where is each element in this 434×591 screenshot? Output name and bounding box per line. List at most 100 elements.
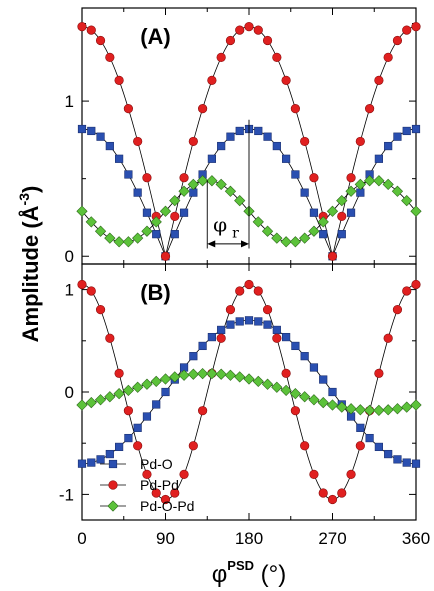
data-point-pd-o-pd xyxy=(187,178,199,190)
data-point-pd-pd xyxy=(383,52,393,62)
data-point-pd-o xyxy=(393,455,402,464)
data-point-pd-o xyxy=(254,317,263,326)
data-point-pd-pd xyxy=(170,211,180,221)
data-point-pd-pd xyxy=(216,333,226,343)
data-point-pd-pd xyxy=(225,35,236,46)
data-point-pd-pd xyxy=(77,279,87,290)
data-point-pd-o xyxy=(235,317,244,326)
data-point-pd-o-pd xyxy=(363,404,376,416)
data-point-pd-pd xyxy=(318,488,328,498)
data-point-pd-pd xyxy=(123,104,133,114)
data-point-pd-o xyxy=(96,455,105,464)
data-point-pd-o xyxy=(124,433,133,443)
data-point-pd-o-pd xyxy=(113,387,125,400)
data-point-pd-pd xyxy=(365,104,375,114)
data-point-pd-o xyxy=(282,332,291,342)
data-point-pd-o-pd xyxy=(85,396,97,409)
data-point-pd-o xyxy=(87,126,96,136)
data-point-pd-o xyxy=(282,154,291,163)
data-point-pd-o xyxy=(300,352,309,361)
data-point-pd-o xyxy=(263,132,272,141)
data-point-pd-o xyxy=(411,459,421,468)
phase-arrow-head-left xyxy=(207,240,216,248)
data-point-pd-o xyxy=(272,141,281,151)
data-point-pd-o-pd xyxy=(132,232,144,244)
data-point-pd-o-pd xyxy=(85,216,97,228)
data-point-pd-o-pd xyxy=(326,399,339,411)
data-point-pd-o xyxy=(291,170,300,179)
data-point-pd-o-pd xyxy=(150,375,162,388)
data-point-pd-o-pd xyxy=(308,394,320,406)
data-point-pd-o-pd xyxy=(76,205,88,217)
axes-text: Amplitude (Å-3)φPSD (°) xyxy=(16,186,286,588)
data-point-pd-o-pd xyxy=(122,384,135,397)
y-tick-label: 1 xyxy=(65,92,74,111)
legend-label: Pd-O-Pd xyxy=(140,498,194,514)
y-tick-label: 0 xyxy=(65,383,74,402)
data-point-pd-o xyxy=(402,458,411,467)
x-tick-label: 180 xyxy=(235,529,263,548)
x-tick-label: 270 xyxy=(318,529,346,548)
data-point-pd-o xyxy=(105,449,114,459)
data-point-pd-o-pd xyxy=(224,369,237,381)
data-point-pd-o xyxy=(152,230,161,239)
legend-label: Pd-O xyxy=(140,456,173,472)
data-point-pd-pd xyxy=(151,488,161,498)
legend-marker xyxy=(108,459,118,469)
data-point-pd-pd xyxy=(262,305,273,315)
data-point-pd-pd xyxy=(253,25,263,35)
data-point-pd-pd xyxy=(142,469,152,479)
data-point-pd-o xyxy=(226,320,235,329)
data-point-pd-o-pd xyxy=(317,216,329,228)
data-point-pd-o-pd xyxy=(178,369,190,381)
data-point-pd-o-pd xyxy=(141,378,153,390)
data-point-pd-o-pd xyxy=(196,175,209,187)
data-point-pd-o xyxy=(170,230,179,239)
data-point-pd-o xyxy=(189,352,198,361)
data-point-pd-pd xyxy=(170,488,180,498)
data-point-pd-pd xyxy=(105,52,115,62)
data-point-pd-pd xyxy=(123,406,133,416)
data-point-pd-o-pd xyxy=(187,368,199,380)
data-point-pd-o xyxy=(115,154,124,163)
data-point-pd-pd xyxy=(281,368,291,378)
legend-marker xyxy=(107,500,119,512)
data-point-pd-o-pd xyxy=(94,394,107,406)
data-point-pd-o-pd xyxy=(289,387,302,400)
data-point-pd-pd xyxy=(188,441,198,451)
data-point-pd-o xyxy=(337,230,346,239)
data-point-pd-o-pd xyxy=(401,195,413,207)
data-point-pd-o xyxy=(263,320,272,329)
data-point-pd-o xyxy=(319,375,328,384)
x-tick-label: 360 xyxy=(402,529,430,548)
data-point-pd-pd xyxy=(235,286,245,296)
data-point-pd-pd xyxy=(114,75,124,85)
data-point-pd-o-pd xyxy=(104,391,116,403)
data-point-pd-o-pd xyxy=(150,216,162,228)
data-point-pd-pd xyxy=(95,35,106,46)
y-axis-label-sup: -3 xyxy=(16,193,32,206)
data-point-pd-o xyxy=(374,442,383,452)
data-point-pd-pd xyxy=(290,104,300,114)
data-point-pd-pd xyxy=(327,251,338,261)
panel-label: (A) xyxy=(140,24,171,49)
data-point-pd-pd xyxy=(346,173,356,183)
data-point-pd-pd xyxy=(244,279,254,290)
data-point-pd-o xyxy=(115,442,124,452)
data-point-pd-o-pd xyxy=(391,403,404,415)
data-point-pd-o-pd xyxy=(206,368,218,380)
data-point-pd-pd xyxy=(355,441,365,451)
data-point-pd-pd xyxy=(198,406,208,416)
data-point-pd-o xyxy=(300,188,309,197)
y-axis-label-main: Amplitude (Å xyxy=(17,205,43,342)
data-point-pd-pd xyxy=(346,469,356,479)
data-point-pd-o xyxy=(411,124,421,134)
panel-b: -1 0 1 0 90 180 270 360 (B) Pd-O Pd-Pd Pd-O-Pd xyxy=(59,263,430,548)
data-point-pd-o-pd xyxy=(289,236,302,248)
data-point-pd-o-pd xyxy=(363,175,376,187)
data-point-pd-pd xyxy=(411,279,421,290)
data-point-pd-pd xyxy=(77,22,87,32)
data-point-pd-pd xyxy=(374,368,384,378)
data-point-pd-o xyxy=(319,230,328,239)
data-point-pd-o-pd xyxy=(261,225,274,237)
